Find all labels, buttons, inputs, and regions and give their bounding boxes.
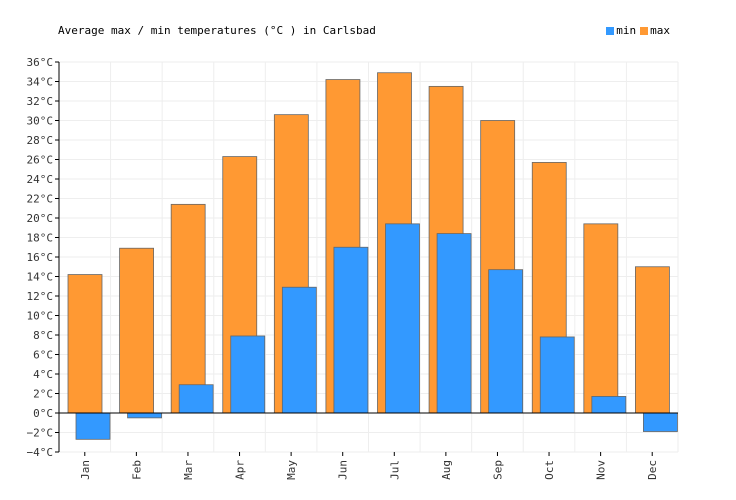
- x-tick-label: Jul: [388, 460, 401, 480]
- bar-min: [488, 269, 524, 414]
- y-tick-label: 26°C: [27, 154, 54, 167]
- x-tick-label: Dec: [646, 460, 659, 480]
- bar-min: [385, 223, 420, 414]
- legend: min max: [606, 24, 670, 37]
- y-tick-label: −2°C: [27, 427, 54, 440]
- bar-min: [230, 335, 266, 414]
- legend-swatch-min: [606, 26, 615, 35]
- y-tick-label: 4°C: [33, 368, 53, 381]
- x-tick-label: Aug: [440, 460, 453, 480]
- y-tick-label: 36°C: [27, 56, 54, 69]
- y-tick-label: 24°C: [27, 173, 54, 186]
- y-tick-label: 14°C: [27, 271, 54, 284]
- x-tick-label: May: [285, 460, 298, 480]
- bar-min: [281, 286, 317, 414]
- bar-min: [75, 412, 111, 440]
- y-tick-label: 32°C: [27, 95, 54, 108]
- bar-max: [67, 274, 103, 414]
- legend-item-min: min: [606, 24, 636, 37]
- x-tick-label: Sep: [491, 460, 504, 480]
- y-tick-label: 22°C: [27, 193, 54, 206]
- legend-label-min: min: [616, 24, 637, 37]
- y-tick-label: 2°C: [33, 388, 53, 401]
- x-tick-label: Feb: [130, 460, 143, 480]
- bar-min: [436, 233, 472, 414]
- bar-max: [170, 203, 206, 414]
- x-tick-label: Nov: [595, 460, 608, 480]
- bar-max: [583, 223, 619, 414]
- y-tick-label: 20°C: [27, 212, 54, 225]
- x-tick-label: Mar: [182, 460, 195, 480]
- bar-max: [119, 247, 154, 414]
- y-tick-label: 8°C: [33, 329, 53, 342]
- y-tick-label: 12°C: [27, 290, 54, 303]
- legend-label-max: max: [650, 24, 670, 37]
- legend-item-max: max: [640, 24, 670, 37]
- bar-min: [178, 384, 214, 414]
- y-tick-label: 0°C: [33, 407, 53, 420]
- x-tick-label: Jun: [337, 460, 350, 480]
- y-tick-label: 10°C: [27, 310, 54, 323]
- bar-min: [127, 412, 162, 419]
- y-tick-label: 30°C: [27, 115, 54, 128]
- x-tick-label: Oct: [543, 460, 556, 480]
- y-tick-label: 6°C: [33, 349, 53, 362]
- bar-max: [635, 266, 670, 414]
- bar-min: [591, 396, 627, 414]
- y-tick-label: 34°C: [27, 76, 54, 89]
- y-tick-label: −4°C: [27, 446, 54, 459]
- x-tick-label: Jan: [79, 460, 92, 480]
- bar-min: [643, 412, 678, 432]
- y-tick-label: 28°C: [27, 134, 54, 147]
- bar-min: [333, 246, 369, 414]
- chart-title: Average max / min temperatures (°C ) in …: [58, 24, 376, 37]
- legend-swatch-max: [640, 26, 649, 35]
- y-tick-label: 18°C: [27, 232, 54, 245]
- x-tick-label: Apr: [234, 460, 247, 480]
- y-tick-label: 16°C: [27, 251, 54, 264]
- bar-min: [539, 336, 575, 414]
